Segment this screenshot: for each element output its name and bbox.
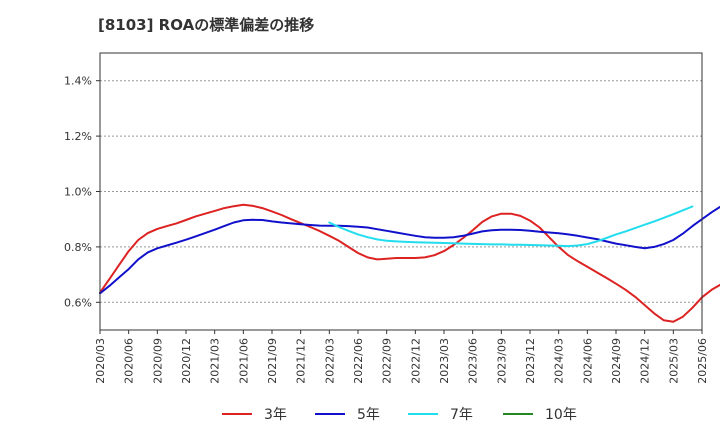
x-tick-label: 2024/12 [639,338,652,384]
x-tick-label: 2023/09 [495,338,508,384]
x-tick-label: 2020/09 [151,338,164,384]
y-tick-label: 1.0% [64,186,92,199]
x-axis-ticks: 2020/03 2020/06 2020/09 2020/12 2021/03 2021/… [94,330,709,384]
x-tick-label: 2020/06 [123,338,136,384]
x-tick-label: 2023/12 [524,338,537,384]
series-line-0 [99,203,720,323]
x-tick-label: 2022/09 [381,338,394,384]
chart-title: [8103] ROAの標準偏差の推移 [98,16,314,34]
x-tick-label: 2024/09 [610,338,623,384]
x-tick-label: 2022/12 [409,338,422,384]
x-tick-label: 2021/09 [266,338,279,384]
x-tick-label: 2024/03 [553,338,566,384]
x-tick-label: 2024/06 [581,338,594,384]
series-line-2 [328,205,694,248]
y-tick-label: 1.2% [64,130,92,143]
grid-lines [100,80,702,303]
series-line-1 [99,205,720,295]
x-tick-label: 2021/03 [209,338,222,384]
y-tick-label: 0.6% [64,296,92,309]
legend-label-1: 5年 [357,407,380,423]
legend-label-3: 10年 [545,407,577,423]
x-tick-label: 2021/12 [295,338,308,384]
x-tick-label: 2021/06 [237,338,250,384]
x-tick-label: 2023/06 [467,338,480,384]
x-tick-label: 2023/03 [438,338,451,384]
x-tick-label: 2025/06 [696,338,709,384]
x-tick-label: 2020/12 [180,338,193,384]
y-tick-label: 0.8% [64,241,92,254]
legend-label-2: 7年 [450,407,473,423]
y-tick-label: 1.4% [64,75,92,88]
legend-label-0: 3年 [264,407,287,423]
x-tick-label: 2022/03 [323,338,336,384]
y-axis-ticks: 0.6% 0.8% 1.0% 1.2% 1.4% [64,75,100,309]
series-lines [99,203,720,323]
x-tick-label: 2020/03 [94,338,107,384]
x-tick-label: 2022/06 [352,338,365,384]
legend: 3年 5年 7年 10年 [222,407,577,423]
x-tick-label: 2025/03 [667,338,680,384]
